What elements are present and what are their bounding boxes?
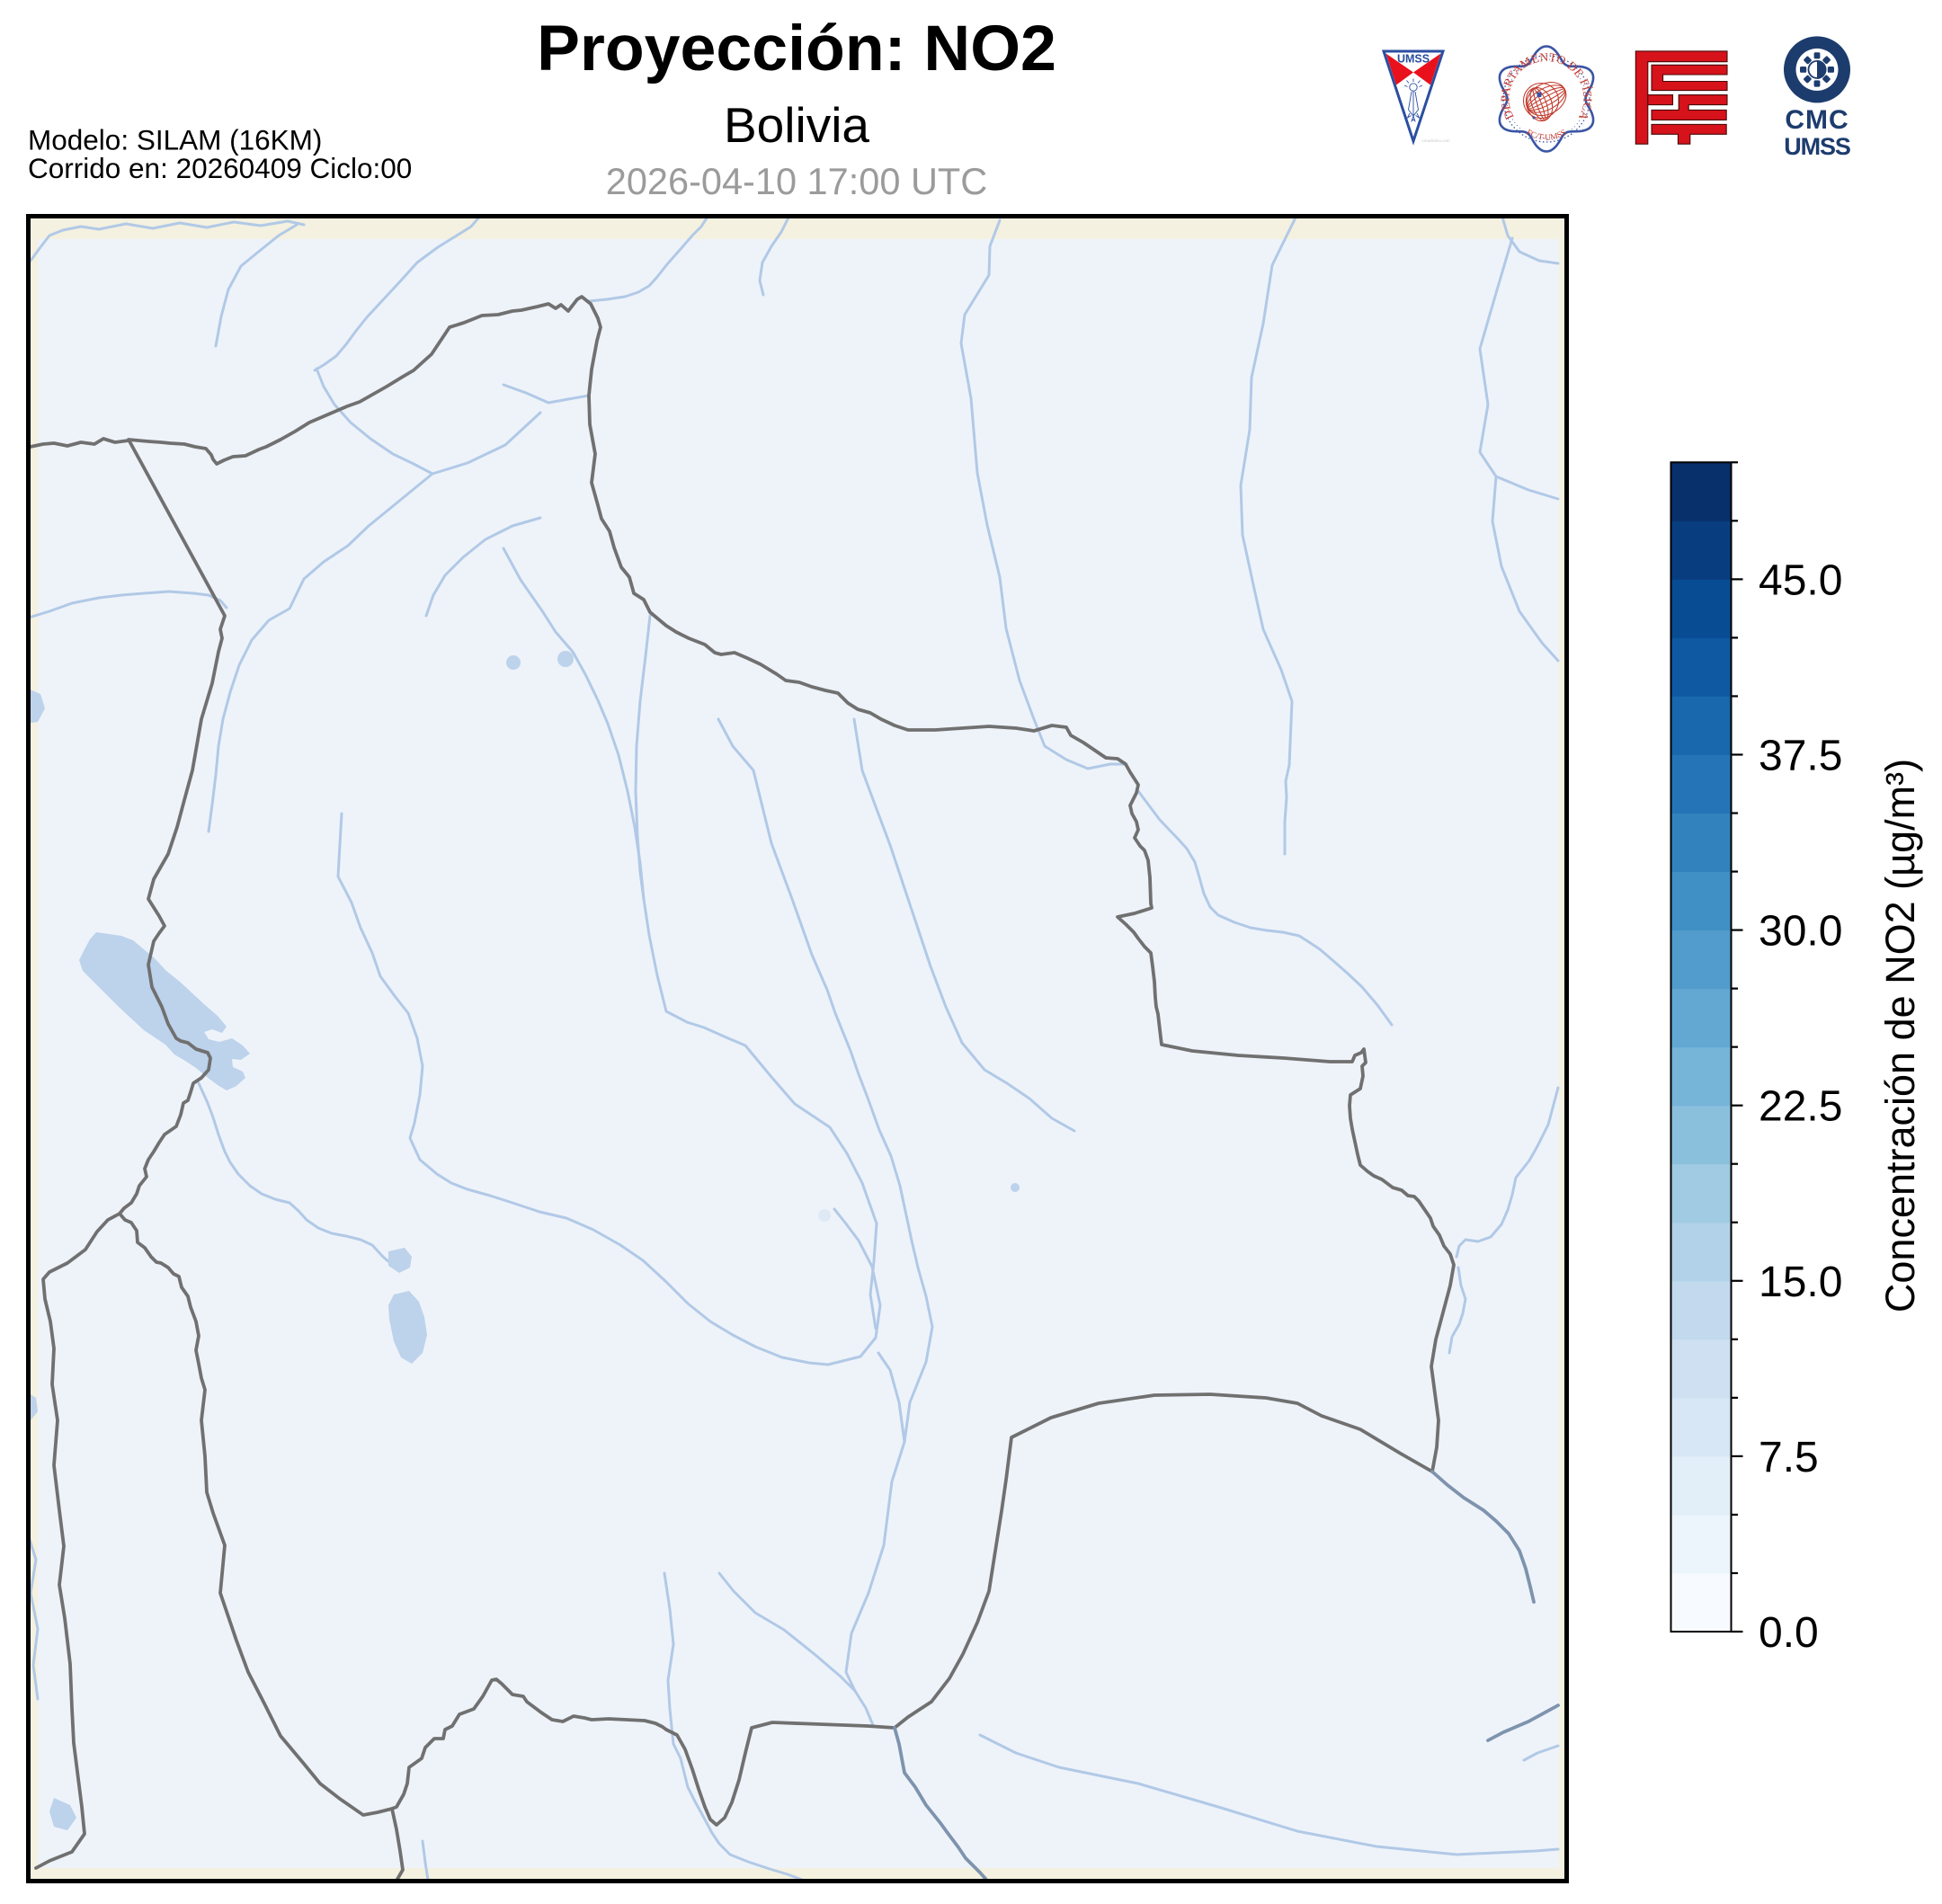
svg-text:Bolivia: Bolivia: [724, 97, 869, 153]
svg-text:45.0: 45.0: [1759, 556, 1842, 604]
svg-text:37.5: 37.5: [1759, 732, 1842, 779]
svg-text:22.5: 22.5: [1759, 1083, 1842, 1131]
svg-text:7.5: 7.5: [1759, 1434, 1819, 1481]
svg-text:creadictivo.com: creadictivo.com: [1421, 138, 1450, 143]
svg-text:Corrido en: 20260409 Ciclo:00: Corrido en: 20260409 Ciclo:00: [28, 152, 412, 184]
svg-text:UMSS: UMSS: [1784, 133, 1850, 160]
svg-text:Proyección: NO2: Proyección: NO2: [537, 13, 1056, 85]
svg-text:15.0: 15.0: [1759, 1259, 1842, 1306]
svg-text:Modelo: SILAM (16KM): Modelo: SILAM (16KM): [28, 124, 322, 156]
svg-text:0.0: 0.0: [1759, 1609, 1819, 1657]
svg-text:30.0: 30.0: [1759, 908, 1842, 956]
svg-text:UMSS: UMSS: [1397, 53, 1430, 66]
svg-text:Concentración de NO2 (µg/m³): Concentración de NO2 (µg/m³): [1877, 759, 1923, 1312]
svg-text:FC/T-UMSS: FC/T-UMSS: [1525, 129, 1569, 143]
svg-text:CMC: CMC: [1785, 105, 1848, 135]
svg-text:2026-04-10 17:00 UTC: 2026-04-10 17:00 UTC: [606, 160, 987, 202]
